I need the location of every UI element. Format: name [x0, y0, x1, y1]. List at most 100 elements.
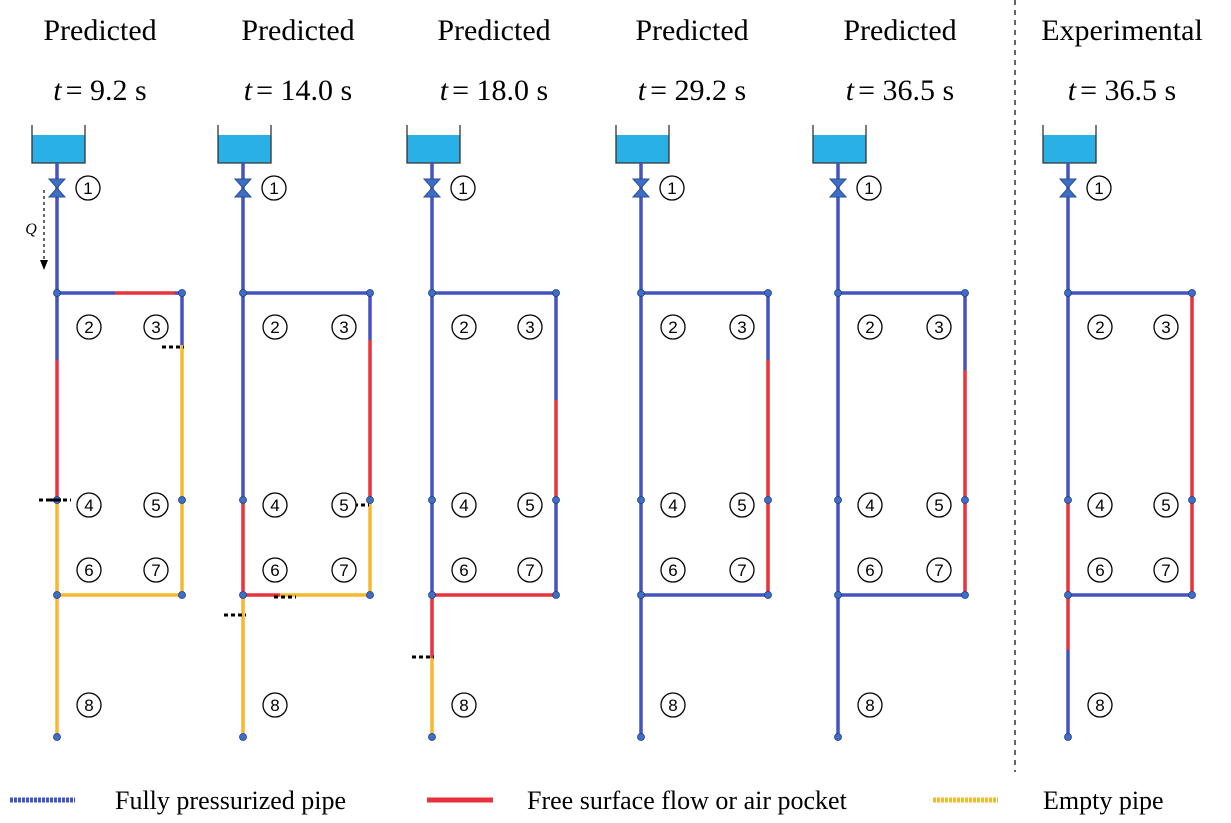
junction: [1188, 289, 1196, 297]
node-circle: [1153, 492, 1179, 518]
time-label: t = 36.5 s: [846, 74, 954, 107]
node-circle: [1086, 175, 1112, 201]
node-circle: [926, 557, 952, 583]
node-label: 4: [270, 496, 279, 515]
node-label: 1: [667, 179, 676, 198]
valve: [233, 178, 253, 198]
junction: [1064, 733, 1072, 741]
valve: [828, 178, 848, 198]
node-circle: [729, 557, 755, 583]
node-label: 7: [151, 561, 160, 580]
junction: [53, 289, 61, 297]
node-label: 6: [459, 561, 468, 580]
node-label: 1: [1094, 179, 1103, 198]
node-label: 4: [84, 496, 93, 515]
junction: [239, 733, 247, 741]
node-label: 1: [458, 179, 467, 198]
valve: [1058, 178, 1078, 198]
node-label: 4: [865, 496, 874, 515]
junction: [53, 733, 61, 741]
legend-label: Fully pressurized pipe: [115, 786, 346, 815]
time-value: = 36.5 s: [858, 74, 954, 107]
node-label: 6: [84, 561, 93, 580]
junction: [552, 496, 560, 504]
node-label: 8: [84, 696, 93, 715]
junction: [552, 591, 560, 599]
junction: [428, 289, 436, 297]
node-circle: [143, 492, 169, 518]
node-circle: [76, 692, 102, 718]
tank: [813, 135, 866, 163]
node-circle: [262, 492, 288, 518]
junction: [53, 591, 61, 599]
panel: Experimental t = 36.5 s 1 2 3 4 5 6 7 8: [1041, 14, 1203, 741]
junction: [239, 496, 247, 504]
node-circle: [331, 314, 357, 340]
junction: [1064, 496, 1072, 504]
node-circle: [1087, 492, 1113, 518]
junction: [1064, 289, 1072, 297]
node-label: 8: [865, 696, 874, 715]
node-circle: [1087, 692, 1113, 718]
node-label: 7: [934, 561, 943, 580]
node-circle: [262, 557, 288, 583]
node-label: 2: [459, 318, 468, 337]
junction: [1188, 591, 1196, 599]
node-label: 1: [864, 179, 873, 198]
time-value: = 29.2 s: [650, 74, 746, 107]
node-circle: [857, 557, 883, 583]
junction: [1188, 496, 1196, 504]
node-circle: [451, 692, 477, 718]
node-label: 2: [270, 318, 279, 337]
panel: Predicted t = 9.2 s 1 2 3 4 5 6 7 8: [31, 14, 186, 741]
time-value: = 36.5 s: [1080, 74, 1176, 107]
junction: [637, 591, 645, 599]
node-label: 6: [865, 561, 874, 580]
valve: [631, 178, 651, 198]
junction: [961, 289, 969, 297]
node-circle: [451, 492, 477, 518]
node-circle: [451, 557, 477, 583]
node-label: 2: [668, 318, 677, 337]
node-label: 7: [1161, 561, 1170, 580]
panel-title: Predicted: [241, 14, 354, 47]
junction: [239, 591, 247, 599]
node-label: 2: [1095, 318, 1104, 337]
node-circle: [659, 175, 685, 201]
node-label: 8: [270, 696, 279, 715]
panel-title: Predicted: [437, 14, 550, 47]
junction: [764, 591, 772, 599]
node-circle: [331, 557, 357, 583]
valve: [47, 178, 67, 198]
node-label: 7: [339, 561, 348, 580]
panel-title: Predicted: [843, 14, 956, 47]
node-circle: [262, 314, 288, 340]
node-circle: [660, 314, 686, 340]
junction: [366, 496, 374, 504]
node-label: 2: [84, 318, 93, 337]
node-circle: [926, 492, 952, 518]
node-label: 5: [1161, 496, 1170, 515]
node-circle: [143, 314, 169, 340]
panel-title: Predicted: [635, 14, 748, 47]
flow-label: Q: [25, 221, 37, 238]
node-label: 8: [459, 696, 468, 715]
time-value: = 9.2 s: [66, 74, 147, 107]
node-circle: [1153, 314, 1179, 340]
node-label: 6: [1095, 561, 1104, 580]
panel: Predicted t = 36.5 s 1 2 3 4 5 6 7 8: [812, 14, 969, 741]
node-label: 3: [339, 318, 348, 337]
panel: Predicted t = 14.0 s 1 2 3 4 5 6 7 8: [217, 14, 374, 741]
time-symbol: t: [53, 74, 62, 107]
node-circle: [1087, 314, 1113, 340]
panel-title: Experimental: [1041, 14, 1203, 47]
node-label: 5: [339, 496, 348, 515]
time-symbol: t: [440, 74, 449, 107]
legend-label: Free surface flow or air pocket: [527, 786, 848, 815]
node-label: 3: [151, 318, 160, 337]
node-label: 1: [269, 179, 278, 198]
node-label: 1: [83, 179, 92, 198]
node-circle: [517, 557, 543, 583]
junction: [834, 733, 842, 741]
junction: [178, 289, 186, 297]
